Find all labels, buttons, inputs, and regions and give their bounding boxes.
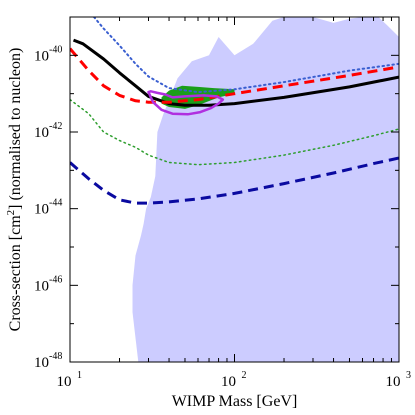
y-axis-title-part2: ] (normalised to nucleon) [7,48,24,210]
y-tick-exponent-1: -42 [49,121,62,132]
y-tick-exponent-0: -40 [49,44,62,55]
y-tick-label-3: 10 [34,278,49,294]
x-tick-label-1: 10 [221,374,236,390]
y-axis-title: Cross-section [cm2] (normalised to nucle… [5,48,24,332]
y-axis-title-superscript: 2 [5,210,17,216]
x-tick-exponent-2: 3 [406,370,411,381]
y-tick-label-0: 10 [34,48,49,64]
blue-dotted-line [93,17,399,94]
y-tick-label-1: 10 [34,125,49,141]
x-axis-title: WIMP Mass [GeV] [172,393,298,410]
red-dashed-line [70,47,399,104]
x-tick-exponent-0: 1 [77,370,82,381]
x-tick-exponent-1: 2 [242,370,247,381]
magenta-contour-line [147,90,225,116]
navy-dashed-line [70,156,399,205]
x-tick-label-0: 10 [57,374,72,390]
series-lines [70,17,399,205]
y-tick-label-4: 10 [34,355,49,371]
green-dotted-line [70,98,399,166]
y-tick-exponent-3: -46 [49,274,62,285]
x-tick-label-2: 10 [386,374,401,390]
tick-marks [69,16,399,363]
y-tick-exponent-2: -44 [49,198,62,209]
y-axis-title-part1: Cross-section [cm [7,215,24,332]
y-tick-label-2: 10 [34,202,49,218]
y-tick-exponent-4: -48 [49,351,62,362]
